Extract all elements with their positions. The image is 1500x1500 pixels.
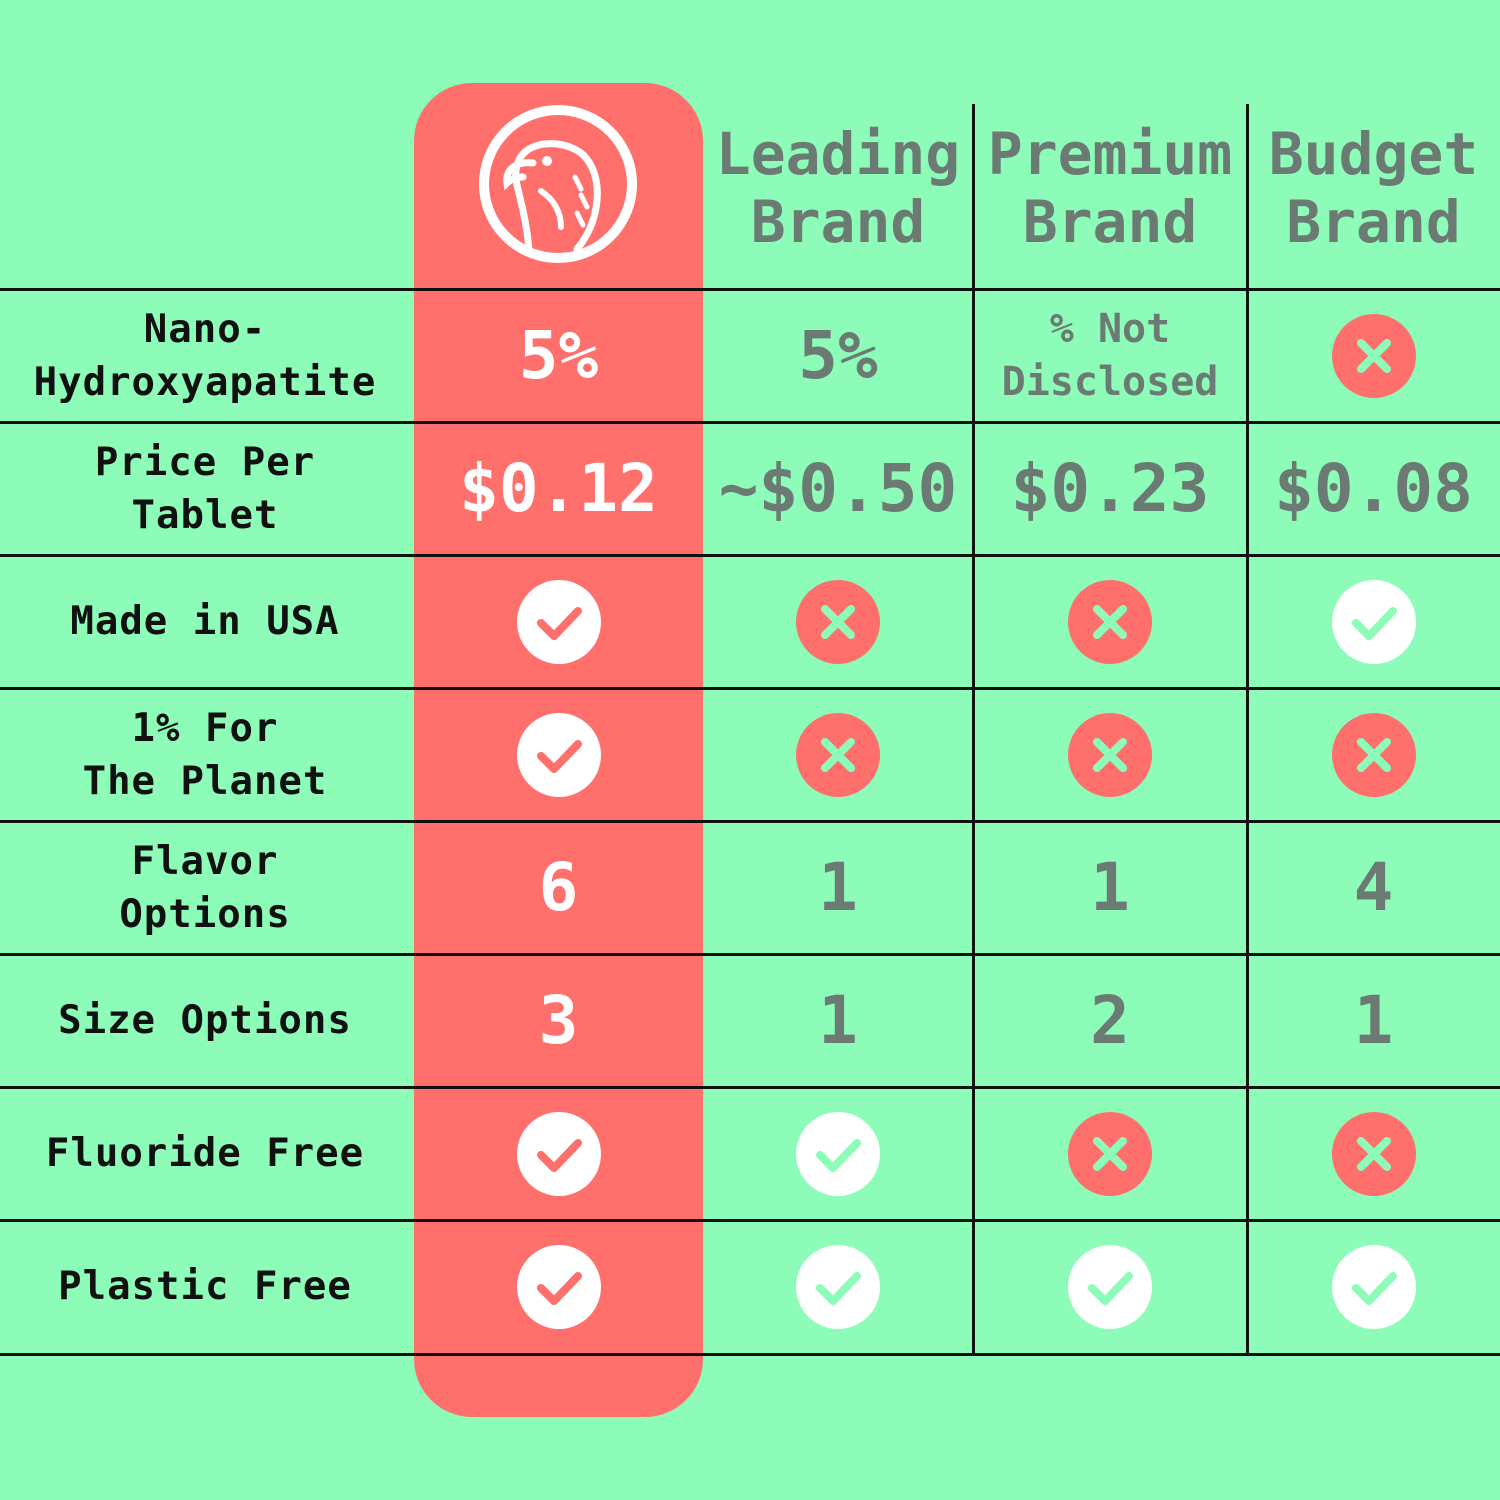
table-cell: 1 — [703, 821, 973, 954]
cross-icon — [796, 712, 880, 797]
grid-column-divider — [1246, 104, 1249, 1354]
table-cell: ~$0.50 — [703, 422, 973, 555]
table-cell — [1247, 1087, 1500, 1220]
cross-icon — [1068, 579, 1152, 664]
table-cell: 1 — [1247, 954, 1500, 1087]
check-icon — [516, 712, 601, 797]
cell-value: 5% — [518, 316, 599, 394]
table-cell — [1247, 688, 1500, 821]
cell-value: $0.23 — [1010, 449, 1210, 527]
cross-icon — [1331, 1111, 1416, 1196]
grid-row-divider — [0, 820, 1500, 823]
table-cell — [414, 555, 703, 688]
table-cell: $0.12 — [414, 422, 703, 555]
brand-header: Budget Brand — [1268, 120, 1479, 256]
cell-value: 1 — [1090, 848, 1130, 926]
table-cell: % Not Disclosed — [973, 289, 1247, 422]
row-label: Size Options — [58, 998, 352, 1043]
check-icon — [796, 1244, 880, 1329]
table-cell — [703, 688, 973, 821]
table-cell: 5% — [414, 289, 703, 422]
grid-row-divider — [0, 1086, 1500, 1089]
cell-value: 6 — [538, 848, 579, 926]
cell-value: ~$0.50 — [718, 449, 958, 527]
cell-value: 1 — [818, 848, 858, 926]
grid-row-divider — [0, 421, 1500, 424]
table-cell: 6 — [414, 821, 703, 954]
cell-value: 1 — [1353, 981, 1394, 1059]
grid-row-divider — [0, 554, 1500, 557]
cell-value: $0.12 — [459, 449, 658, 527]
table-cell: 1 — [703, 954, 973, 1087]
check-icon — [516, 1244, 601, 1329]
table-cell — [1247, 555, 1500, 688]
table-cell: $0.08 — [1247, 422, 1500, 555]
check-icon — [796, 1111, 880, 1196]
cell-value: 2 — [1090, 981, 1130, 1059]
table-cell — [973, 1220, 1247, 1353]
table-cell — [1247, 289, 1500, 422]
table-cell — [703, 555, 973, 688]
row-label: Made in USA — [70, 599, 340, 644]
check-icon — [516, 579, 601, 664]
row-label: Flavor Options — [119, 838, 291, 937]
table-cell — [414, 1087, 703, 1220]
cell-value: 4 — [1353, 848, 1394, 926]
table-cell — [973, 1087, 1247, 1220]
table-cell — [703, 1087, 973, 1220]
grid-row-divider — [0, 687, 1500, 690]
parrot-logo-icon — [479, 105, 637, 263]
table-cell — [703, 1220, 973, 1353]
table-cell: 2 — [973, 954, 1247, 1087]
table-cell — [414, 688, 703, 821]
grid-row-divider — [0, 1353, 1500, 1356]
grid-row-divider — [0, 953, 1500, 956]
cell-value: % Not Disclosed — [1001, 305, 1219, 405]
grid-row-divider — [0, 1219, 1500, 1222]
table-cell — [973, 688, 1247, 821]
check-icon — [516, 1111, 601, 1196]
table-cell — [973, 555, 1247, 688]
brand-header: Premium Brand — [987, 120, 1233, 256]
grid-column-divider — [972, 104, 975, 1354]
brand-header: Leading Brand — [715, 120, 961, 256]
cross-icon — [1068, 712, 1152, 797]
cell-value: 5% — [798, 316, 878, 394]
cross-icon — [1331, 712, 1416, 797]
cell-value: 3 — [538, 981, 579, 1059]
cell-value: $0.08 — [1274, 449, 1473, 527]
cell-value: 1 — [818, 981, 858, 1059]
cross-icon — [1331, 313, 1416, 398]
row-label: Plastic Free — [58, 1264, 352, 1309]
table-cell: 1 — [973, 821, 1247, 954]
table-cell: 3 — [414, 954, 703, 1087]
cross-icon — [796, 579, 880, 664]
table-cell: 5% — [703, 289, 973, 422]
row-label: 1% For The Planet — [82, 705, 328, 804]
check-icon — [1068, 1244, 1152, 1329]
cross-icon — [1068, 1111, 1152, 1196]
table-cell: 4 — [1247, 821, 1500, 954]
table-cell — [1247, 1220, 1500, 1353]
grid-row-divider — [0, 288, 1500, 291]
row-label: Fluoride Free — [45, 1131, 365, 1176]
row-label: Nano- Hydroxyapatite — [33, 306, 377, 405]
row-label: Price Per Tablet — [94, 439, 316, 538]
table-cell — [414, 1220, 703, 1353]
table-cell: $0.23 — [973, 422, 1247, 555]
check-icon — [1331, 579, 1416, 664]
check-icon — [1331, 1244, 1416, 1329]
